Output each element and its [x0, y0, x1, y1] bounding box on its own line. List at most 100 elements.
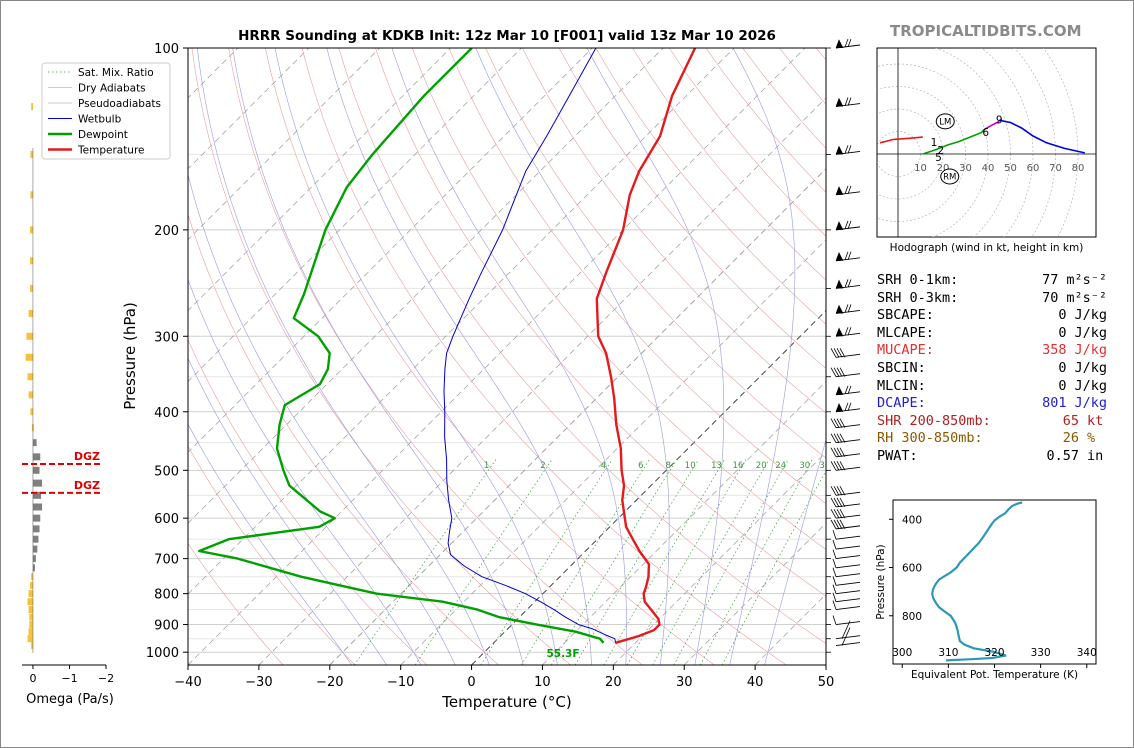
wind-barb-feather [830, 348, 837, 358]
wind-barb-feather [836, 497, 843, 508]
skewt-profiles: 55.3F [198, 48, 697, 660]
wind-barb [835, 598, 861, 603]
theta-e-x-tick-label: 340 [1077, 647, 1097, 659]
hodograph-ring-label: 70 [1049, 163, 1062, 174]
wind-barb-feather [836, 433, 843, 443]
wind-barb [835, 514, 861, 519]
pseudoadiabat [586, 48, 725, 665]
wind-barb-feather [844, 304, 849, 313]
hodograph-ring-label: 50 [1004, 163, 1017, 174]
wind-barb-feather [830, 497, 837, 508]
chart-legend: Sat. Mix. Ratio Dry Adiabats Pseudoadiabat… [41, 62, 171, 160]
hodograph-height-label: 9 [996, 115, 1003, 127]
pseudoadiabat [188, 423, 353, 665]
wind-barb-feather [839, 447, 846, 458]
y-tick-label: 200 [154, 224, 179, 239]
wind-barb-feather [839, 461, 846, 471]
wind-barb-feather [830, 418, 837, 428]
omega-panel: DGZ DGZ 0 −1 −2 Omega (Pa/s) [22, 103, 114, 707]
stat-value: 0 [1058, 359, 1067, 376]
dgz-label: DGZ [74, 450, 100, 463]
mixing-ratio-label: 20 [756, 461, 767, 471]
y-tick-label: 100 [154, 42, 179, 57]
wind-barb-feather [830, 508, 837, 519]
wind-barb [835, 424, 861, 429]
stat-unit: in [1087, 447, 1104, 464]
mixing-ratio-label: 13 [711, 461, 722, 471]
wind-barb-feather [847, 385, 852, 394]
wind-barb-feather [836, 508, 843, 519]
hodograph-ring-label: 60 [1027, 163, 1040, 174]
legend-box [41, 62, 171, 160]
legend-label: Temperature [77, 145, 145, 157]
x-tick-label: 20 [605, 675, 622, 690]
stat-label: PWAT: [877, 447, 918, 464]
wind-barb-flag [835, 97, 844, 107]
theta-e-y-tick-label: 400 [902, 514, 922, 526]
mixing-ratio-line [721, 469, 826, 665]
storm-motion-label: LM [939, 117, 951, 127]
wind-barb [835, 491, 861, 496]
wind-barb [835, 453, 861, 458]
mixing-ratio-label: 24 [775, 461, 786, 471]
pseudoadiabat [729, 48, 796, 665]
hodograph-ring-label: 40 [982, 163, 995, 174]
wind-barb-feather [844, 251, 849, 260]
stat-unit: J/kg [1074, 342, 1107, 359]
wind-barb [835, 353, 861, 358]
wind-barb-feather [844, 97, 849, 106]
wind-barb-feather [832, 584, 837, 594]
stat-row: PWAT: 0.57 in [877, 448, 1107, 466]
omega-bar [30, 284, 33, 292]
dry-adiabat [448, 48, 826, 504]
omega-bar [26, 332, 33, 340]
mixing-ratio-line [626, 459, 747, 665]
wind-barb-feather [832, 539, 837, 550]
stat-label: SRH 0-1km: [877, 272, 959, 288]
stat-value: 0.57 [1046, 447, 1079, 464]
hodograph-height-label: 6 [982, 127, 989, 139]
theta-e-x-tick-label: 310 [938, 647, 958, 659]
stat-unit: kt [1087, 412, 1104, 429]
x-tick-label: −30 [245, 675, 272, 690]
stat-unit: m²s⁻² [1066, 272, 1107, 288]
hodograph-height-label: 5 [935, 152, 942, 164]
stat-value: 801 [1042, 395, 1067, 412]
skewt-frame [187, 47, 827, 666]
hodograph-ring-label: 80 [1072, 163, 1085, 174]
wind-barb [835, 373, 861, 378]
wind-barb-feather [836, 461, 843, 471]
wind-barb-feather [836, 519, 843, 530]
wind-barb-feather [830, 433, 837, 443]
wind-barb-feather [832, 600, 837, 610]
dry-adiabat [265, 48, 715, 665]
wind-barb-feather [832, 530, 837, 540]
x-tick-label: 0 [467, 675, 475, 690]
wind-barb-feather [830, 461, 837, 471]
stat-row: MLCIN: 0 J/kg [877, 378, 1107, 396]
mixing-ratio-line [521, 459, 650, 665]
omega-bar [32, 479, 43, 487]
mixing-ratio-line [550, 459, 677, 665]
omega-bar [28, 391, 33, 399]
omega-bar [28, 590, 33, 598]
stat-unit: J/kg [1074, 395, 1107, 412]
mixing-ratio-line [603, 459, 725, 665]
wind-barb-feather [841, 627, 851, 646]
wind-barb [835, 439, 861, 444]
omega-bar [28, 628, 33, 636]
wind-barb-feather [833, 447, 840, 458]
wind-barb-feather [833, 348, 840, 358]
omega-bar [32, 466, 40, 474]
wind-barb-flag [835, 145, 844, 155]
dgz-label: DGZ [74, 479, 100, 492]
storm-motion-marker [935, 113, 955, 130]
dry-adiabat [558, 48, 826, 369]
mixing-ratio-label: 2 [540, 461, 545, 471]
mixing-ratio-label: 6 [638, 461, 643, 471]
theta-e-x-tick-label: 320 [984, 647, 1004, 659]
wind-barb-feather [847, 251, 852, 260]
stat-unit: m²s⁻² [1066, 289, 1107, 306]
stat-row: DCAPE: 801 J/kg [877, 395, 1107, 413]
mixing-ratio-label: 10 [685, 461, 696, 471]
